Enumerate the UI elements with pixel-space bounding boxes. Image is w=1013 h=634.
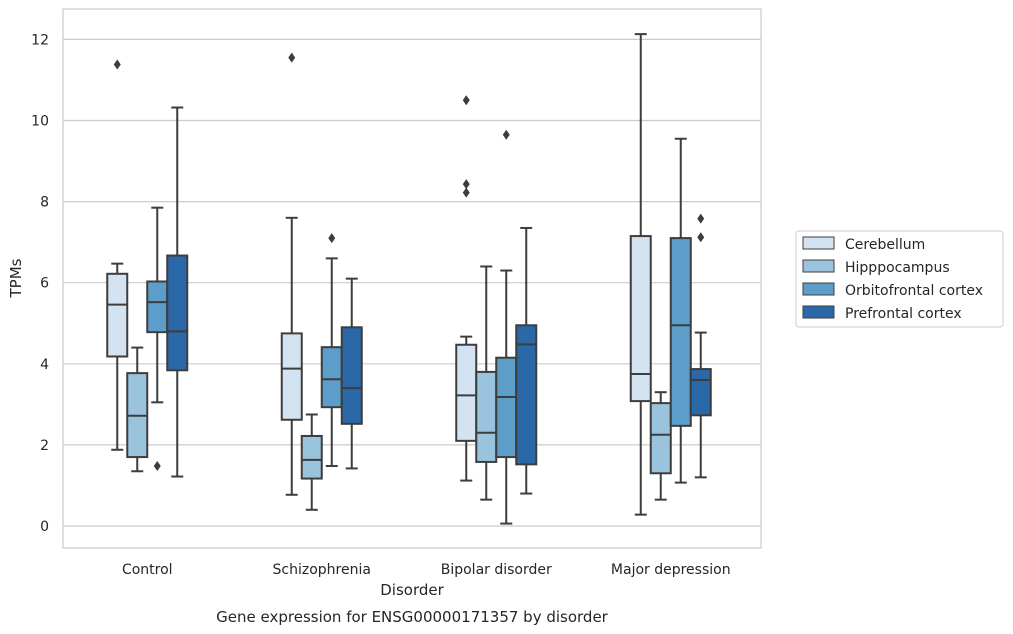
x-axis-label: Disorder: [380, 581, 444, 599]
y-tick-label: 12: [31, 32, 49, 48]
y-tick-label: 4: [40, 357, 49, 373]
legend: Cerebellum Hipppocampus Orbitofrontal cort…: [795, 230, 1004, 328]
legend-swatch: [802, 282, 835, 296]
box-iqr: [166, 254, 189, 372]
box-orbitofrontal-cortex: [669, 137, 692, 484]
outlier-point: [697, 213, 705, 224]
box-orbitofrontal-cortex: [495, 129, 518, 525]
plot-frame: [62, 8, 762, 549]
legend-swatch: [802, 259, 835, 273]
x-tick-label: Major depression: [611, 562, 731, 578]
outlier-point: [113, 59, 121, 70]
box-orbitofrontal-cortex: [320, 233, 343, 467]
box-iqr: [106, 272, 129, 358]
box-cerebellum: [629, 33, 652, 516]
box-plots: [106, 33, 712, 525]
box-iqr: [475, 370, 498, 463]
y-tick-label: 8: [40, 195, 49, 211]
box-iqr: [320, 346, 343, 409]
y-tick-label: 2: [40, 438, 49, 454]
box-iqr: [669, 237, 692, 427]
outlier-point: [288, 52, 296, 63]
box-hipppocampus: [126, 346, 149, 473]
legend-frame: [795, 230, 1004, 328]
box-iqr: [300, 434, 323, 480]
box-iqr: [629, 235, 652, 403]
box-prefrontal-cortex: [166, 106, 189, 478]
box-iqr: [689, 368, 712, 417]
x-tick-label: Schizophrenia: [273, 562, 371, 578]
x-axis-ticks: Control Schizophrenia Bipolar disorder Majo…: [122, 562, 731, 578]
box-cerebellum: [106, 59, 129, 451]
box-iqr: [515, 324, 538, 466]
box-orbitofrontal-cortex: [146, 206, 169, 471]
box-iqr: [455, 343, 478, 442]
y-axis-label: TPMs: [7, 258, 25, 298]
outlier-point: [462, 179, 470, 190]
outlier-point: [462, 95, 470, 106]
legend-label: Hipppocampus: [845, 260, 950, 276]
y-tick-label: 6: [40, 276, 49, 292]
outlier-point: [697, 232, 705, 243]
box-iqr: [340, 326, 363, 425]
box-iqr: [495, 356, 518, 459]
box-cerebellum: [455, 95, 478, 482]
outlier-point: [462, 187, 470, 198]
outlier-point: [153, 460, 161, 471]
x-tick-label: Bipolar disorder: [441, 562, 552, 578]
box-iqr: [146, 280, 169, 334]
box-prefrontal-cortex: [515, 226, 538, 495]
legend-swatch: [802, 236, 835, 250]
legend-label: Prefrontal cortex: [845, 306, 962, 322]
box-cerebellum: [280, 52, 303, 496]
y-tick-label: 10: [31, 114, 49, 130]
x-tick-label: Control: [122, 562, 173, 578]
legend-label: Orbitofrontal cortex: [845, 283, 983, 299]
legend-swatch: [802, 305, 835, 319]
box-hipppocampus: [300, 413, 323, 511]
y-tick-label: 0: [40, 519, 49, 535]
box-prefrontal-cortex: [689, 213, 712, 479]
box-hipppocampus: [649, 391, 672, 501]
y-axis-ticks: 0 2 4 6 8 10 12: [31, 32, 49, 535]
box-iqr: [649, 402, 672, 475]
box-iqr: [280, 332, 303, 421]
legend-label: Cerebellum: [845, 237, 925, 253]
box-prefrontal-cortex: [340, 277, 363, 470]
chart-caption: Gene expression for ENSG00000171357 by d…: [216, 608, 609, 626]
box-hipppocampus: [475, 265, 498, 501]
outlier-point: [502, 129, 510, 140]
outlier-point: [328, 233, 336, 244]
